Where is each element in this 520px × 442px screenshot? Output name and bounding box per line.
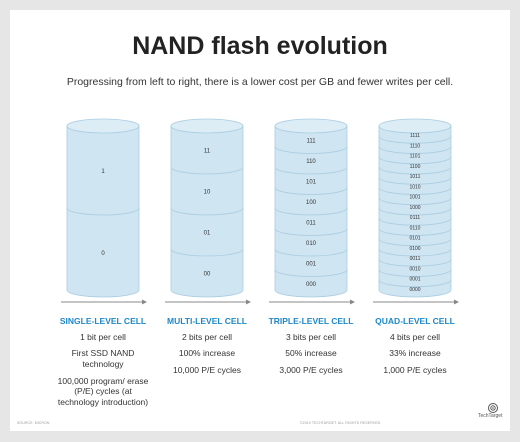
cell-state-label: 0110: [410, 225, 421, 231]
cell-state-label: 0101: [409, 236, 420, 242]
copyright-note: ©2019 TECHTARGET. ALL RIGHTS RESERVED.: [300, 421, 382, 425]
cylinder-top: [66, 118, 140, 134]
cell-divider: [66, 207, 140, 216]
cell-divider: [378, 279, 452, 288]
cell-divider: [378, 177, 452, 185]
cell-state-label: 0000: [409, 287, 420, 293]
cell-state-label: 010: [306, 241, 317, 247]
column-fact: 10,000 P/E cycles: [172, 364, 242, 375]
cell-state-label: 0100: [409, 246, 420, 252]
cell-state-label: 000: [306, 282, 317, 288]
progress-arrow-head: [142, 299, 147, 305]
cylinder-bottom: [274, 289, 348, 298]
progress-arrow-head: [350, 299, 355, 305]
column-heading: MULTI-LEVEL CELL: [167, 316, 247, 326]
column-fact: 1 bit per cell: [80, 331, 126, 342]
column-fact: 4 bits per cell: [389, 331, 441, 342]
column-fact: 33% increase: [389, 348, 441, 359]
cell-divider: [274, 146, 348, 154]
cell-divider: [378, 197, 452, 206]
cell-state-label: 0010: [409, 266, 420, 272]
cell-state-label: 1000: [409, 205, 420, 211]
cell-state-label: 11: [204, 149, 211, 155]
cell-divider: [170, 207, 244, 216]
techtarget-logo-icon: [488, 403, 498, 413]
cell-divider: [378, 207, 452, 216]
column-fact: 2 bits per cell: [181, 331, 233, 342]
column-3-text: TRIPLE-LEVEL CELL 3 bits per cell 50% incr…: [261, 316, 361, 382]
cell-state-label: 1011: [410, 174, 421, 180]
cell-state-label: 01: [204, 231, 211, 237]
cell-state-label: 10: [204, 190, 211, 196]
cell-state-label: 101: [306, 179, 317, 185]
cell-divider: [274, 166, 348, 175]
cell-state-label: 110: [306, 159, 316, 165]
cell-divider: [378, 187, 452, 195]
cell-state-label: 1001: [409, 195, 420, 201]
cell-state-label: 0001: [409, 277, 420, 283]
cell-divider: [378, 218, 452, 226]
column-fact: First SSD NAND technology: [71, 348, 135, 369]
cylinder-body: [67, 126, 139, 290]
cell-divider: [378, 166, 452, 175]
cell-divider: [274, 187, 348, 195]
page-title: NAND flash evolution: [132, 32, 388, 60]
cylinder-body: [171, 126, 243, 290]
cell-divider: [378, 156, 452, 165]
cell-state-label: 1101: [410, 154, 421, 160]
brand-logo-text: TechTarget: [478, 413, 503, 419]
cell-divider: [274, 269, 348, 277]
cell-state-label: 1110: [410, 143, 421, 149]
cell-state-label: 0111: [410, 215, 421, 221]
cell-divider: [274, 207, 348, 216]
cell-state-label: 1111: [410, 133, 420, 139]
column-heading: QUAD-LEVEL CELL: [375, 316, 455, 326]
column-1-text: SINGLE-LEVEL CELL 1 bit per cell First SSD…: [53, 316, 153, 413]
cell-divider: [170, 248, 244, 257]
column-fact: 100,000 program/ erase (P/E) cycles (at …: [57, 375, 149, 407]
cell-divider: [378, 136, 452, 144]
cell-state-label: 1: [101, 169, 105, 175]
column-heading: SINGLE-LEVEL CELL: [59, 316, 147, 326]
column-fact: 3 bits per cell: [285, 331, 337, 342]
cell-divider: [274, 248, 348, 257]
column-fact: 1,000 P/E cycles: [383, 364, 447, 375]
source-note: SOURCE: MICRON: [17, 421, 50, 425]
cell-divider: [378, 269, 452, 277]
cell-state-label: 00: [204, 272, 211, 278]
column-4-text: QUAD-LEVEL CELL 4 bits per cell 33% increa…: [365, 316, 465, 382]
cell-state-label: 0011: [410, 256, 421, 262]
cell-divider: [274, 228, 348, 236]
cell-state-label: 011: [306, 220, 316, 226]
cell-divider: [378, 248, 452, 257]
column-fact: 100% increase: [178, 348, 236, 359]
page-subtitle: Progressing from left to right, there is…: [66, 76, 454, 88]
cell-divider: [378, 259, 452, 267]
cell-divider: [378, 228, 452, 236]
cell-state-label: 001: [306, 261, 317, 267]
cell-state-label: 111: [306, 138, 316, 144]
cylinder-top: [378, 118, 452, 134]
cell-state-label: 100: [306, 200, 317, 206]
column-heading: TRIPLE-LEVEL CELL: [268, 316, 354, 326]
cylinder-top: [274, 118, 348, 134]
column-fact: 3,000 P/E cycles: [279, 364, 343, 375]
cylinder-bottom: [378, 289, 452, 298]
progress-arrow-head: [454, 299, 459, 305]
column-fact: 50% increase: [285, 348, 337, 359]
cell-state-label: 1100: [410, 164, 421, 170]
cylinder-bottom: [170, 289, 244, 298]
cell-state-label: 0: [101, 251, 105, 257]
cell-divider: [170, 166, 244, 175]
cylinder-bottom: [66, 289, 140, 298]
cell-divider: [378, 146, 452, 154]
progress-arrow-head: [246, 299, 251, 305]
cell-divider: [378, 238, 452, 247]
column-2-text: MULTI-LEVEL CELL 2 bits per cell 100% incr…: [157, 316, 257, 382]
cell-state-label: 1010: [409, 184, 420, 190]
cylinder-top: [170, 118, 244, 134]
